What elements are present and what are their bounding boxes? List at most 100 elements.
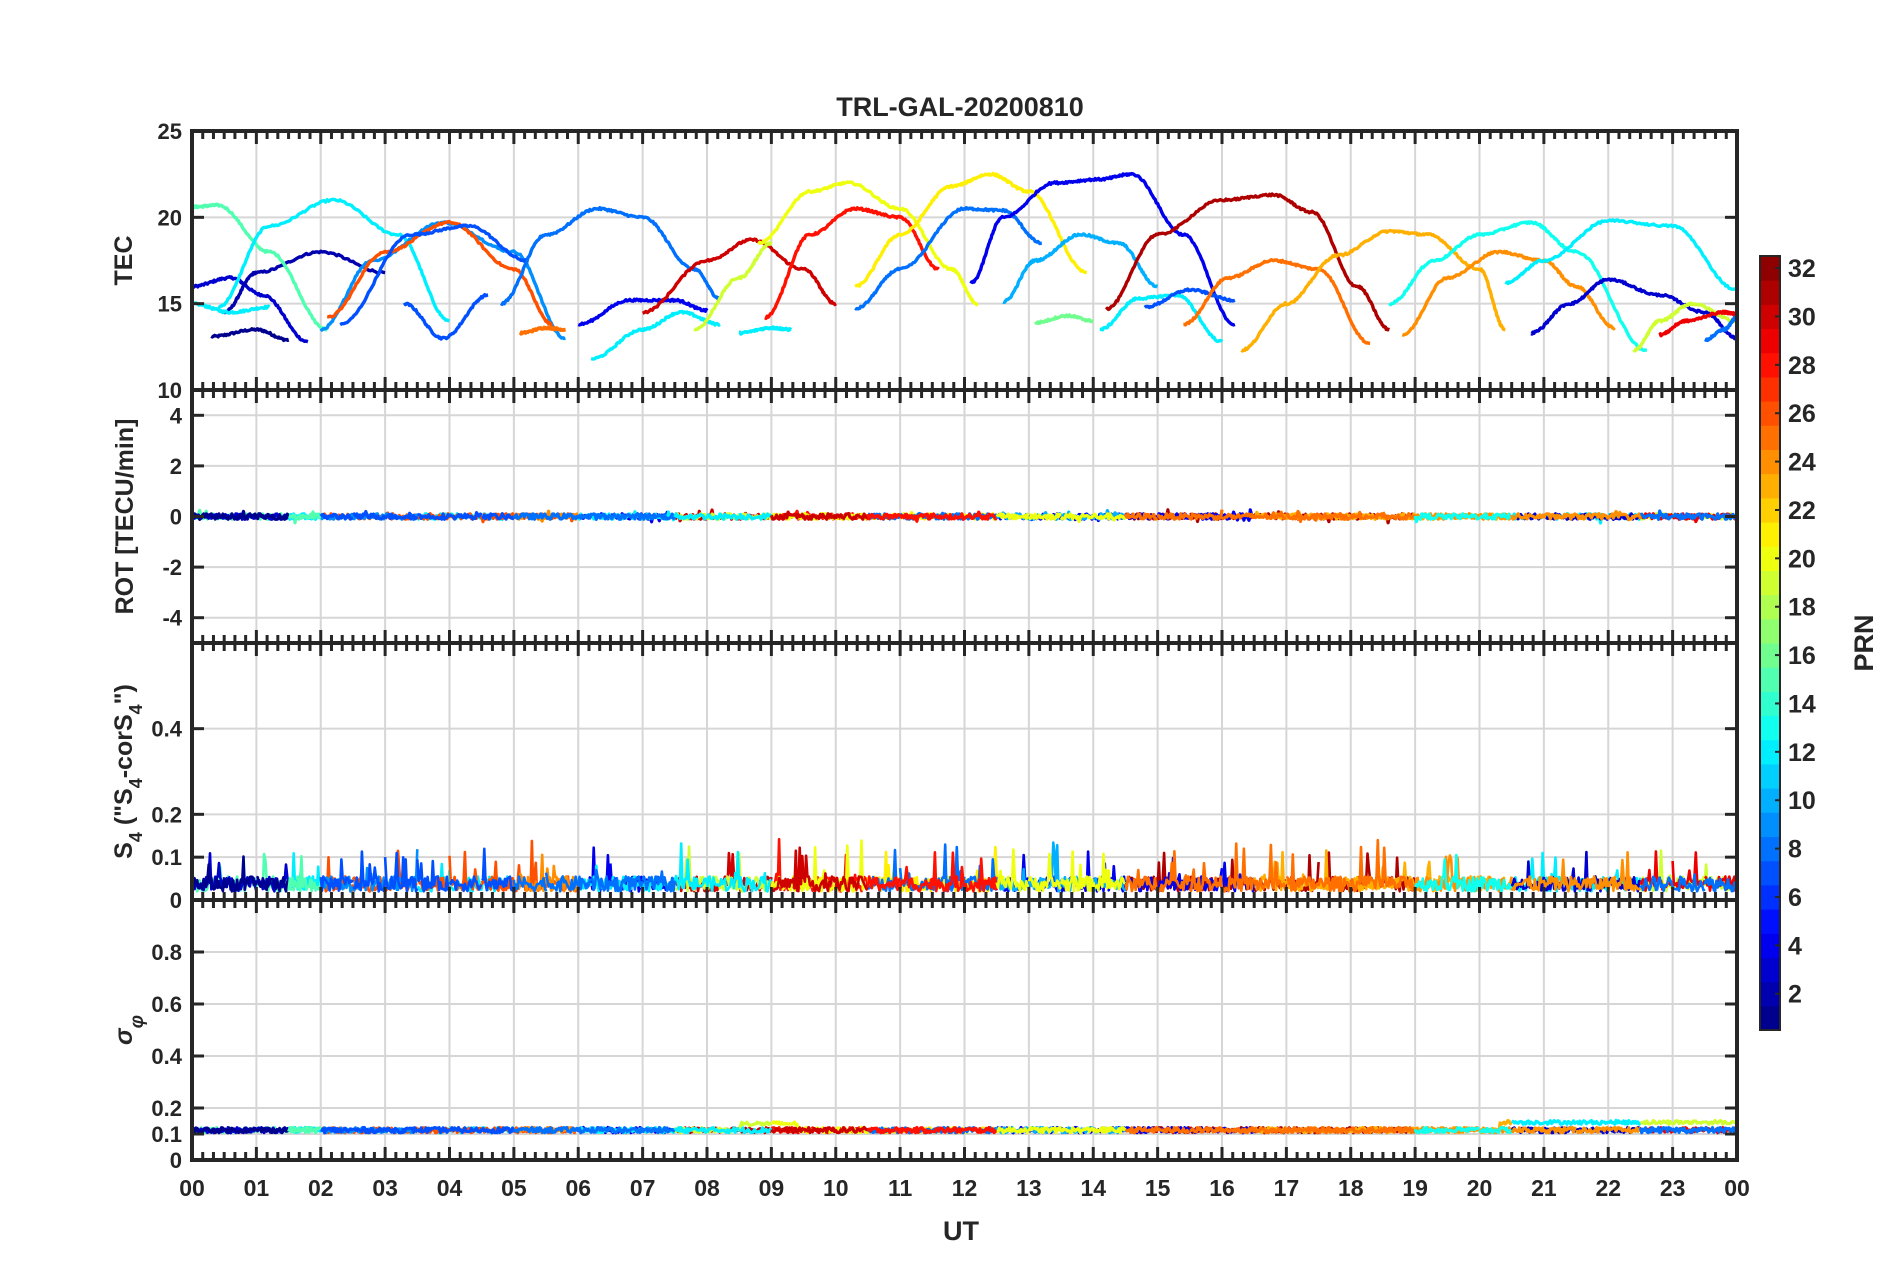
x-tick-labels: 00 01 02 03 04 05 06 07 08 09 10 11 12 13 14 15 16 17 18 19…	[179, 1175, 1750, 1201]
rot-trace-prn-28	[866, 512, 901, 521]
colorbar-tick-label: 4	[1788, 932, 1802, 960]
sigma-trace-prn-8	[1638, 1125, 1674, 1135]
y-tick-label: 0	[170, 1148, 182, 1173]
sigma-trace-prn-24	[1606, 1125, 1642, 1135]
colorbar-tick-label: 14	[1788, 690, 1816, 718]
tec-arc-prn-7	[1143, 287, 1236, 310]
s4-trace-prn-24	[1542, 858, 1578, 893]
tec-arc-prn-7	[339, 223, 528, 327]
y-tick-label: 0.2	[151, 802, 182, 827]
x-tick-label: 14	[1080, 1175, 1106, 1201]
data-layer	[192, 508, 1737, 525]
tec-arc-prn-30	[642, 237, 838, 315]
y-tick-label: 25	[158, 119, 182, 144]
tec-arc-prn-8	[854, 205, 1043, 311]
s4-trace-prn-30	[770, 846, 805, 893]
rot-trace-prn-8	[1671, 512, 1706, 521]
tec-arc-prn-8	[499, 205, 721, 306]
rot-trace-prn-20	[1059, 512, 1095, 524]
sigma-trace-prn-1	[192, 1125, 226, 1135]
colorbar-cell-19	[1760, 570, 1780, 596]
sigma-trace-prn-25	[1189, 1125, 1224, 1134]
y-tick-label: 0	[170, 505, 182, 530]
x-tick-label: 08	[694, 1175, 720, 1201]
panel-sigma: 00.10.2 0.4 0.6 0.8 σφ	[110, 898, 1739, 1173]
s4-trace-prn-25	[1285, 853, 1319, 892]
sigma-trace-prn-7	[448, 1125, 484, 1135]
tec-arc-prn-19	[693, 240, 773, 332]
colorbar-tick-label: 22	[1788, 497, 1816, 525]
s4-trace-prn-20	[1027, 852, 1063, 893]
sigma-trace-prn-7	[480, 1126, 516, 1135]
colorbar-cell-6	[1760, 884, 1780, 910]
x-axis-label: UT	[943, 1216, 979, 1246]
tec-arc-prn-24	[1401, 249, 1616, 337]
rot-trace-prn-7	[416, 512, 451, 521]
s4-trace-prn-7	[352, 850, 387, 893]
y-axis-label-part: 4	[126, 832, 146, 842]
y-tick-label: 2	[170, 454, 182, 479]
x-tick-label: 16	[1209, 1175, 1235, 1201]
colorbar-cell-24	[1760, 449, 1780, 475]
sigma-trace-prn-25	[1156, 1126, 1191, 1134]
x-ticks	[190, 643, 1739, 902]
s4-trace-prn-28	[898, 865, 934, 893]
colorbar-tick-label: 2	[1788, 981, 1802, 1009]
rot-trace-prn-20	[1091, 512, 1127, 522]
rot-trace-prn-24	[1574, 512, 1610, 521]
s4-trace-prn-8	[544, 872, 580, 893]
s4-trace-prn-20	[1059, 850, 1095, 893]
rot-trace-prn-15	[288, 510, 322, 521]
s4-trace-prn-8	[512, 875, 548, 893]
x-tick-label: 11	[888, 1175, 913, 1201]
sigma-trace-prn-7	[352, 1125, 387, 1135]
rot-trace-prn-13	[1479, 512, 1513, 521]
colorbar-cell-5	[1760, 909, 1780, 934]
s4-trace-prn-12	[737, 871, 772, 893]
y-tick-label: 0.4	[151, 1044, 182, 1069]
rot-trace-prn-28	[963, 510, 998, 521]
x-tick-label: 05	[501, 1175, 527, 1201]
y-tick-label: -4	[162, 606, 182, 631]
y-axis-label: S4 ("S4-corS4")	[110, 684, 146, 859]
rot-trace-prn-7	[481, 512, 516, 521]
tec-arc-prn-31	[1104, 192, 1391, 332]
rot-trace-prn-25	[1349, 510, 1385, 521]
colorbar-cell-3	[1760, 957, 1780, 983]
colorbar-cell-7	[1760, 860, 1780, 886]
y-axis-label: ROT [TECU/min]	[111, 419, 139, 615]
tec-arc-prn-23	[1240, 228, 1507, 353]
rot-trace-prn-4	[1220, 508, 1256, 522]
rot-trace-prn-13	[1413, 512, 1449, 524]
rot-trace-prn-25	[1381, 511, 1417, 521]
tec-arc-prn-12	[1098, 292, 1224, 344]
sigma-trace-prn-12	[1574, 1118, 1610, 1126]
s4-trace-prn-13	[1446, 853, 1481, 893]
sigma-trace-prn-25	[1317, 1125, 1352, 1135]
sigma-trace-prn-8	[1703, 1125, 1737, 1135]
colorbar-tick-label: 6	[1788, 884, 1802, 912]
colorbar-cell-9	[1760, 812, 1780, 837]
rot-trace-prn-30	[769, 510, 806, 521]
sigma-trace-prn-25	[1252, 1126, 1287, 1135]
y-tick-label: 4	[170, 403, 183, 428]
sigma-trace-prn-8	[1671, 1126, 1707, 1135]
sigma-trace-prn-12	[1606, 1118, 1642, 1126]
tec-arc-prn-26	[326, 219, 554, 327]
colorbar-cell-32	[1760, 256, 1780, 281]
x-tick-label: 01	[244, 1175, 270, 1201]
rot-trace-prn-7	[352, 509, 387, 521]
colorbar-cell-30	[1760, 304, 1780, 330]
sigma-trace-prn-25	[1381, 1126, 1416, 1135]
colorbar-cell-12	[1760, 739, 1780, 765]
rot-trace-prn-1	[254, 512, 291, 521]
rot-trace-prn-8	[576, 512, 612, 521]
y-tick-label: -2	[162, 555, 182, 580]
s4-trace-prn-8	[577, 868, 612, 893]
sigma-trace-prn-7	[416, 1125, 451, 1135]
rot-trace-prn-7	[319, 512, 354, 521]
y-axis-label-part: φ	[127, 1015, 148, 1028]
s4-trace-prn-24	[1607, 850, 1642, 893]
tec-arc-prn-4	[969, 171, 1236, 327]
